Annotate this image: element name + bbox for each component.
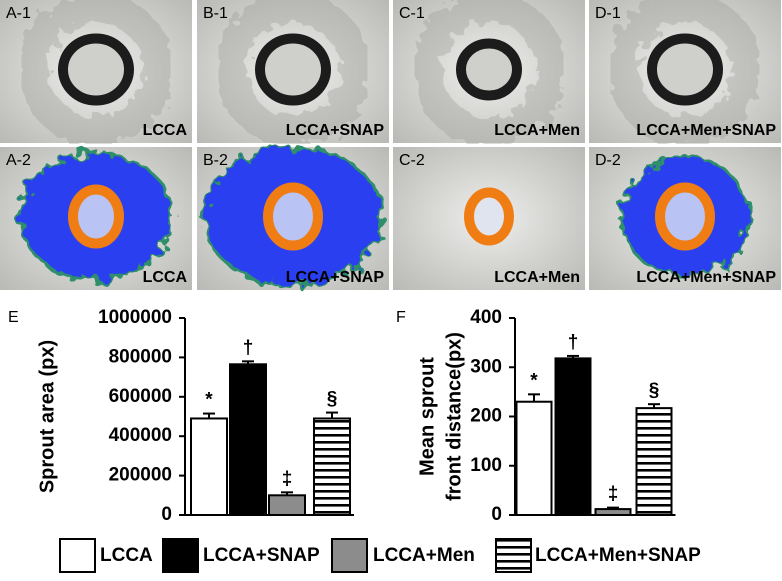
panel-id: D-1	[595, 5, 621, 22]
panel-id: A-2	[6, 152, 31, 169]
legend-label: LCCA	[100, 545, 153, 566]
y-tick-label: 200000	[109, 465, 172, 486]
significance-mark: †	[568, 332, 579, 353]
panel-label: LCCA+Men	[494, 122, 580, 139]
panel-id: D-2	[595, 152, 621, 169]
y-tick-label: 400	[470, 307, 502, 328]
panel-id: B-1	[203, 5, 228, 22]
significance-mark: *	[530, 370, 538, 391]
panel-id: C-1	[399, 5, 425, 22]
image-panel: C-2 LCCA+Men	[393, 147, 585, 290]
image-panel: B-1 LCCA+SNAP	[197, 0, 389, 147]
panel-id: C-2	[399, 152, 425, 169]
significance-mark: ‡	[608, 484, 619, 505]
bar	[635, 407, 673, 516]
bar	[554, 357, 592, 517]
bar	[229, 363, 267, 517]
y-axis-label: Mean sprout	[416, 357, 438, 476]
panel-label: LCCA+Men+SNAP	[636, 269, 776, 286]
significance-mark: §	[649, 380, 660, 401]
explant-halo	[19, 0, 173, 147]
legend-label: LCCA+SNAP	[203, 545, 320, 566]
significance-mark: §	[327, 389, 338, 410]
explant-halo	[216, 0, 370, 147]
panel-label: LCCA+SNAP	[286, 269, 385, 286]
significance-mark: †	[243, 337, 254, 358]
explant-ring	[263, 182, 323, 251]
bar	[313, 417, 351, 516]
image-panel: A-1 LCCA	[0, 0, 192, 147]
explant-ring	[255, 33, 331, 106]
bar	[268, 494, 306, 516]
y-tick-label: 0	[491, 504, 502, 525]
y-tick-label: 300	[470, 356, 502, 377]
explant-ring	[456, 38, 522, 101]
legend-swatch	[495, 538, 532, 573]
legend-label: LCCA+Men+SNAP	[535, 545, 701, 566]
explant-halo	[412, 0, 566, 147]
explant-ring	[464, 187, 514, 246]
legend-swatch	[331, 538, 368, 573]
y-tick-label: 100	[470, 455, 502, 476]
image-panel: D-2 LCCA+Men+SNAP	[589, 147, 781, 290]
panel-letter: F	[396, 309, 406, 326]
y-tick-label: 400000	[109, 425, 172, 446]
bar	[594, 508, 632, 516]
y-axis-label: front distance(px)	[443, 332, 465, 501]
bar	[515, 400, 553, 517]
y-tick-label: 800000	[109, 346, 172, 367]
panel-label: LCCA+Men+SNAP	[636, 122, 776, 139]
panel-letter: E	[8, 309, 19, 326]
legend-swatch	[162, 538, 199, 573]
panel-label: LCCA+SNAP	[286, 122, 385, 139]
image-panel: A-2 LCCA	[0, 147, 192, 290]
legend-swatch	[59, 538, 96, 573]
image-panel: D-1 LCCA+Men+SNAP	[589, 0, 781, 147]
panel-label: LCCA	[143, 122, 188, 139]
explant-ring	[68, 184, 124, 249]
panel-label: LCCA	[143, 269, 188, 286]
panel-id: B-2	[203, 152, 228, 169]
y-axis-label: Sprout area (px)	[36, 340, 58, 493]
y-tick-label: 200	[470, 406, 502, 427]
explant-ring	[647, 33, 723, 106]
legend-label: LCCA+Men	[373, 545, 475, 566]
panel-label: LCCA+Men	[494, 269, 580, 286]
y-tick-label: 0	[161, 504, 172, 525]
bar	[190, 417, 228, 516]
image-panel: B-2 LCCA+SNAP	[197, 145, 389, 290]
significance-mark: ‡	[282, 468, 293, 489]
explant-halo	[608, 0, 762, 147]
panel-id: A-1	[6, 5, 31, 22]
y-tick-label: 1000000	[98, 307, 172, 328]
significance-mark: *	[205, 390, 213, 411]
image-panel: C-1 LCCA+Men	[393, 0, 585, 147]
explant-ring	[655, 182, 715, 251]
y-tick-label: 600000	[109, 386, 172, 407]
explant-ring	[58, 33, 134, 106]
